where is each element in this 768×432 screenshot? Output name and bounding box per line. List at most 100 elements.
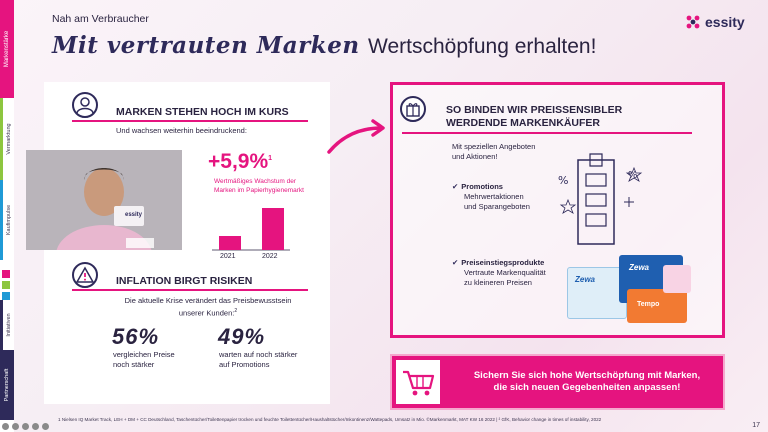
check-icon: ✔ — [452, 182, 459, 191]
entry-products-item: ✔ Preiseinstiegsprodukte Vertraute Marken… — [452, 258, 546, 288]
nav-item-kaufimpulse[interactable]: Kaufimpulse — [0, 180, 14, 260]
title-plain: Wertschöpfung erhalten! — [368, 35, 597, 58]
brand-label: Zewa — [629, 263, 650, 272]
toolbar-button[interactable] — [2, 423, 9, 430]
heading-underline — [72, 120, 308, 122]
page-number: 17 — [752, 422, 760, 429]
side-navigation: Markenstärke Vermarktung Kaufimpulse Ini… — [0, 0, 14, 432]
growth-note-line: Wertmäßiges Wachstum der — [214, 178, 296, 185]
presentation-toolbar[interactable] — [2, 423, 49, 430]
intro-line: und Aktionen! — [452, 152, 498, 161]
footnote: 1 Nielsen IQ Market Track, LEH + DM + CC… — [58, 417, 602, 422]
user-icon — [72, 92, 98, 118]
section-subtitle-brands: Und wachsen weiterhin beeindruckend: — [116, 126, 247, 135]
subtitle-text: unserer Kunden: — [178, 308, 235, 318]
gift-glyph — [406, 103, 420, 117]
curved-arrow-icon — [327, 119, 385, 154]
nav-label: Partnerschaft — [4, 368, 10, 402]
toolbar-button[interactable] — [32, 423, 39, 430]
banner-text: Sichern Sie sich hohe Wertschöpfung mit … — [452, 370, 722, 394]
heading-underline — [72, 289, 308, 291]
call-to-action-banner: Sichern Sie sich hohe Wertschöpfung mit … — [390, 354, 725, 410]
heading-line: SO BINDEN WIR PREISSENSIBLER — [446, 104, 623, 116]
photo-illustration — [26, 150, 182, 250]
banner-line: die sich neuen Gegebenheiten anpassen! — [493, 382, 681, 393]
nav-marker — [2, 281, 10, 289]
nav-color-markers — [2, 270, 12, 303]
shopping-cart-icon — [403, 370, 435, 396]
subtitle-footnote-ref: 2 — [234, 308, 238, 314]
title-script: Mit vertrauten Marken — [52, 32, 360, 59]
user-glyph — [76, 97, 94, 114]
stat-desc-line: vergleichen Preise — [113, 350, 175, 359]
nav-label: Initiativen — [5, 313, 12, 337]
stat-49-description: warten auf noch stärker auf Promotions — [219, 350, 297, 370]
cart-box — [396, 360, 440, 404]
stat-49-percent: 49% — [218, 324, 266, 349]
toolbar-button[interactable] — [42, 423, 49, 430]
brand-label: Zewa — [575, 275, 596, 284]
section-heading-binding: SO BINDEN WIR PREISSENSIBLER WERDENDE MA… — [446, 104, 622, 130]
page-title: Mit vertrauten Marken Wertschöpfung erha… — [52, 32, 596, 59]
subtitle-line: unserer Kunden:2 — [113, 306, 303, 319]
offers-intro: Mit speziellen Angeboten und Aktionen! — [452, 142, 535, 162]
logo-wordmark: essity — [705, 14, 745, 30]
year-label-2021: 2021 — [220, 253, 236, 260]
nav-marker — [2, 292, 10, 300]
promotions-title: ✔ Promotions — [452, 182, 530, 192]
toolbar-button[interactable] — [22, 423, 29, 430]
product-pack — [627, 289, 687, 323]
stat-56-percent: 56% — [112, 324, 160, 349]
product-pack — [567, 267, 627, 319]
gift-price-icon — [400, 96, 426, 122]
growth-note: Wertmäßiges Wachstum der Marken im Papie… — [214, 177, 304, 195]
nav-marker — [2, 270, 10, 278]
growth-stat: +5,9%1 — [208, 150, 272, 174]
growth-footnote-ref: 1 — [268, 155, 273, 162]
promotions-label: Promotions — [461, 182, 503, 191]
promotions-line: und Sparangeboten — [464, 202, 530, 211]
heading-line: WERDENDE MARKENKÄUFER — [446, 117, 600, 129]
entry-products-label: Preiseinstiegsprodukte — [461, 258, 545, 267]
nav-label: Vermarktung — [5, 123, 12, 155]
section-heading-brands: MARKEN STEHEN HOCH IM KURS — [116, 106, 289, 118]
warning-icon — [72, 262, 98, 288]
nav-item-vermarktung[interactable]: Vermarktung — [0, 98, 14, 180]
warning-glyph — [75, 266, 95, 283]
intro-line: Mit speziellen Angeboten — [452, 142, 536, 151]
bar-2022 — [262, 208, 284, 250]
stat-desc-line: warten auf noch stärker — [219, 350, 298, 359]
check-icon: ✔ — [452, 258, 459, 267]
section-subtitle-inflation: Die aktuelle Krise verändert das Preisbe… — [113, 296, 303, 319]
stat-56-description: vergleichen Preise noch stärker — [113, 350, 175, 370]
photo-caption: essity — [125, 212, 143, 218]
nav-label: Markenstärke — [4, 30, 10, 68]
essity-logo-icon — [686, 15, 700, 29]
essity-logo: essity — [685, 14, 745, 30]
banner-line: Sichern Sie sich hohe Wertschöpfung mit … — [473, 370, 701, 381]
promotions-item: ✔ Promotions Mehrwertaktionen und Sparang… — [452, 182, 530, 212]
shopping-shelf-icon: % % — [558, 153, 643, 245]
entry-products-line: Vertraute Markenqualität — [464, 268, 546, 277]
nav-item-partnerschaft[interactable]: Partnerschaft — [0, 350, 14, 420]
man-with-tissue-photo: essity — [26, 150, 182, 250]
entry-products-line: zu kleineren Preisen — [464, 278, 532, 287]
subtitle-line: Die aktuelle Krise verändert das Preisbe… — [124, 296, 292, 305]
product-pack — [663, 265, 691, 293]
year-label-2022: 2022 — [262, 253, 278, 260]
svg-text:%: % — [558, 174, 568, 187]
heading-underline — [402, 132, 692, 134]
toolbar-button[interactable] — [12, 423, 19, 430]
nav-item-initiativen[interactable]: Initiativen — [0, 300, 14, 350]
svg-text:%: % — [628, 170, 638, 181]
nav-item-markenstaerke[interactable]: Markenstärke — [0, 0, 14, 98]
brand-label: Tempo — [637, 301, 660, 308]
growth-note-line: Marken im Papierhygienemarkt — [214, 187, 304, 194]
product-packages: Zewa Zewa Tempo — [567, 255, 692, 325]
promotions-line: Mehrwertaktionen — [464, 192, 524, 201]
nav-label: Kaufimpulse — [5, 204, 12, 236]
entry-products-title: ✔ Preiseinstiegsprodukte — [452, 258, 546, 268]
stat-desc-line: auf Promotions — [219, 360, 270, 369]
growth-value: +5,9% — [208, 150, 269, 173]
section-heading-inflation: INFLATION BIRGT RISIKEN — [116, 275, 253, 287]
